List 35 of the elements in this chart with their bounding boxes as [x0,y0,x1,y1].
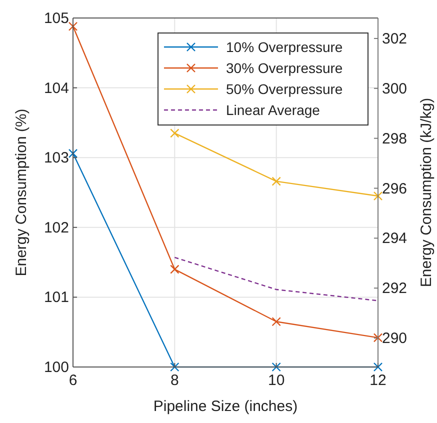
y2-tick-label: 292 [382,280,408,298]
x-tick-label: 6 [68,372,78,389]
legend-label: 30% Overpressure [226,60,343,76]
y2-axis-title: Energy Consumption (kJ/kg) [418,98,435,288]
x-tick-label: 10 [268,372,285,389]
legend-label: 50% Overpressure [226,81,343,97]
y2-tick-label: 296 [382,180,408,198]
point [170,264,180,274]
point [373,333,383,342]
y-tick-label: 105 [44,10,69,27]
point [272,362,281,372]
x-tick-label: 12 [370,372,386,389]
x-tick-label: 8 [170,372,179,389]
point [272,176,281,186]
y2-tick-label: 300 [382,80,408,98]
y-tick-label: 102 [44,219,69,236]
point [373,362,383,372]
y-tick-label: 101 [44,289,69,306]
point [68,22,78,31]
y2-tick-label: 290 [382,330,408,348]
point [170,362,180,372]
y2-tick-label: 298 [382,130,408,148]
y-axis-title: Energy Consumption (%) [13,108,30,276]
legend-label: 10% Overpressure [226,39,343,55]
y-tick-label: 104 [44,80,69,97]
y-tick-label: 100 [44,359,69,376]
point [373,191,383,201]
point [170,128,180,138]
legend-label: Linear Average [226,102,320,118]
point [272,317,281,326]
point [68,148,78,158]
y2-tick-label: 294 [382,230,408,248]
x-axis-title: Pipeline Size (inches) [153,398,298,415]
y-tick-label: 103 [44,150,69,167]
y2-tick-label: 302 [382,30,408,48]
